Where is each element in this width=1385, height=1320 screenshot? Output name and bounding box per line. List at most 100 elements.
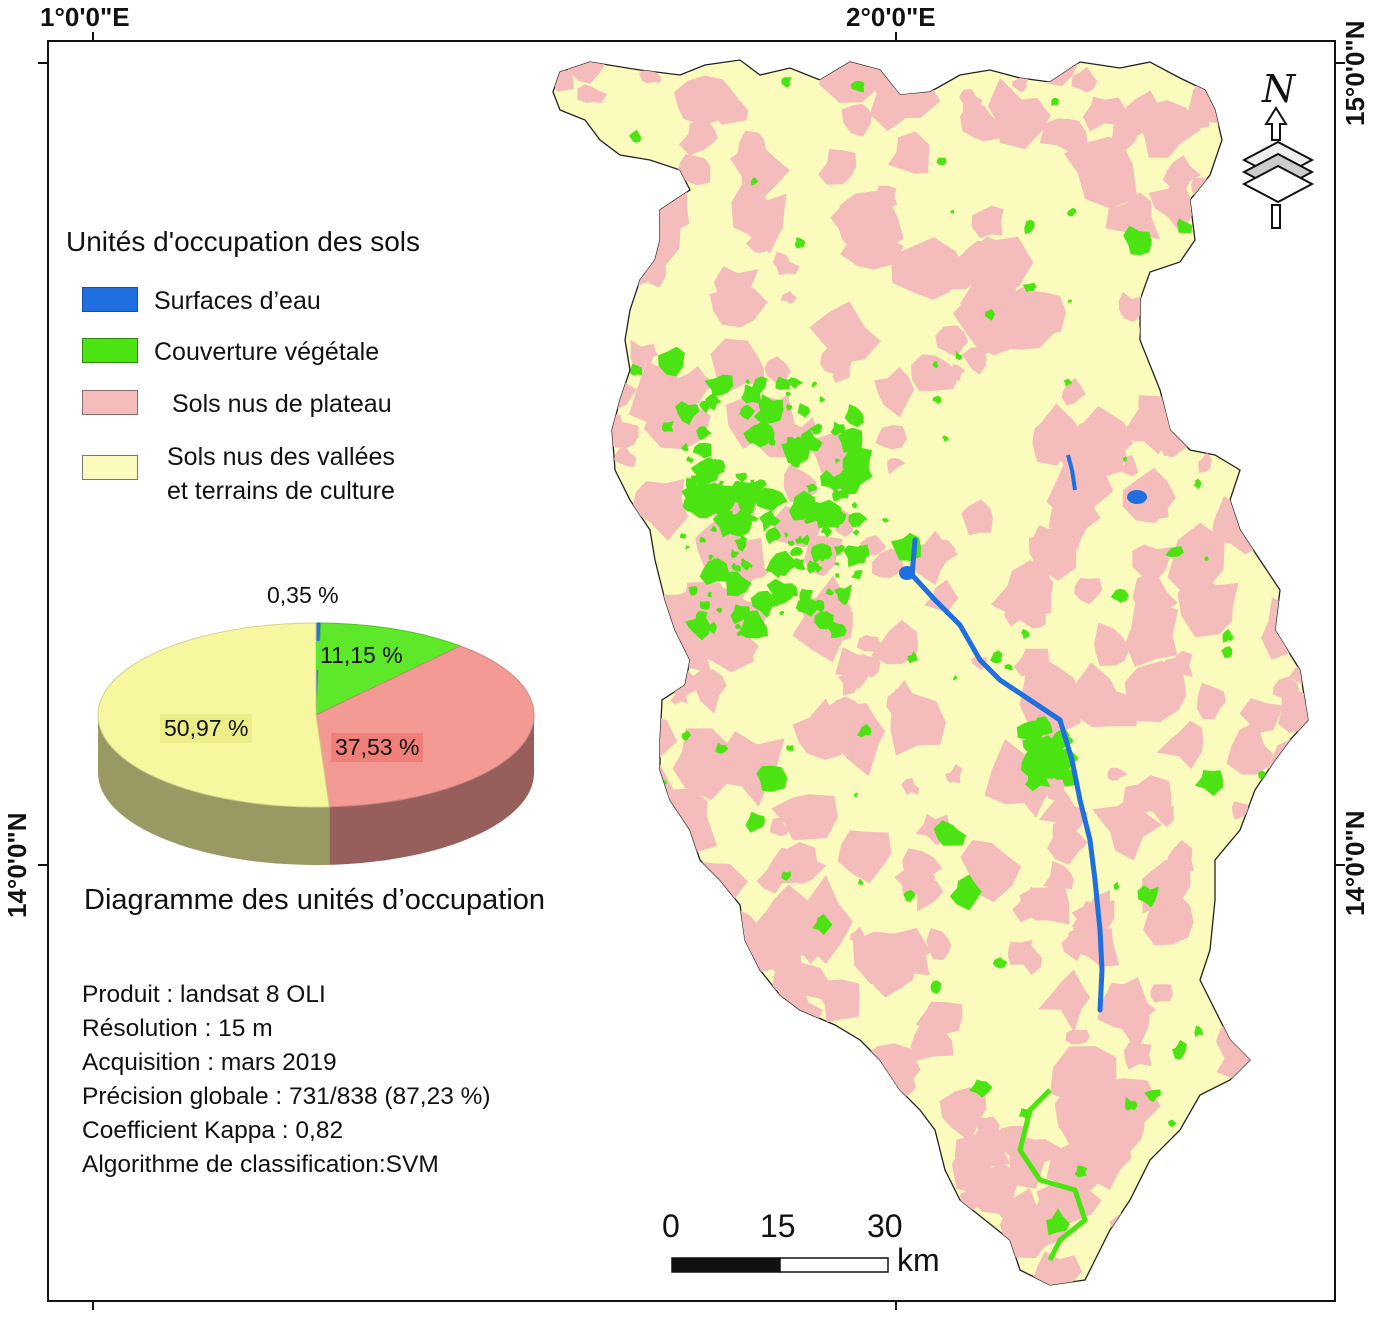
plateau-patch [602,892,632,911]
plateau-patch [1132,100,1201,158]
plateau-patch [571,345,615,391]
vegetation-patch [742,484,756,499]
plateau-patch [907,530,959,586]
vegetation-patch [835,573,840,578]
vegetation-patch [1027,754,1039,768]
plateau-patch [1279,553,1299,577]
plateau-patch [577,84,608,103]
vegetation-patch [699,400,710,414]
plateau-patch [1190,1119,1225,1161]
plateau-patch [607,421,639,448]
plateau-patch [556,404,587,437]
vegetation-patch [708,554,715,560]
vegetation-patch [704,374,734,397]
plateau-patch [596,1140,659,1205]
vegetation-patch [788,584,798,597]
vegetation-patch [936,157,947,166]
vegetation-patch [685,611,711,641]
vegetation-patch [834,562,839,566]
vegetation-patch [1221,646,1233,658]
plateau-patch [990,1188,1060,1233]
plateau-patch [771,794,838,841]
vegetation-patch [735,472,748,483]
plateau-patch [1116,1238,1155,1285]
vegetation-patch [614,884,646,912]
vegetation-patch [815,1061,829,1075]
pie-side-3 [98,715,330,865]
vegetation-patch [685,544,690,550]
plateau-patch [815,1211,840,1235]
vegetation-patch [853,792,858,798]
tick-left-top [38,62,48,64]
plateau-patch [719,623,759,667]
plateau-patch [649,1037,704,1076]
vegetation-patch [969,1079,993,1098]
plateau-patch [834,1076,860,1102]
vegetation-patch [1051,97,1059,107]
plateau-patch [1274,421,1307,455]
plateau-patch [1061,935,1085,962]
scale-bar [671,1257,889,1273]
plateau-patch [939,1087,987,1143]
plateau-patch [1196,682,1226,720]
vegetation-patch [1038,748,1052,763]
plateau-patch [553,600,579,636]
plateau-patch [577,260,622,322]
vegetation-patch [739,404,755,420]
vegetation-patch [1259,1222,1278,1236]
vegetation-patch [852,501,858,509]
vegetation-patch [1192,478,1201,490]
plateau-patch [581,1010,636,1067]
vegetation-patch [738,610,769,639]
plateau-patch [780,291,797,304]
plateau-patch [636,978,672,1019]
plateau-patch [916,878,944,912]
plateau-patch [1269,290,1308,339]
vegetation-patch [984,308,995,321]
scale-label-0: 0 [662,1208,680,1244]
vegetation-patch [900,1148,915,1162]
plateau-patch [968,1163,1021,1215]
map-frame [47,40,1336,1302]
vegetation-patch [788,490,814,521]
plateau-patch [706,933,736,960]
plateau-patch [1031,525,1080,573]
vegetation-patch [836,465,873,495]
plateau-patch [613,447,637,468]
vegetation-patch [696,426,712,440]
plateau-patch [586,863,639,930]
plateau-patch [1151,803,1174,828]
plateau-patch [846,1103,871,1131]
plateau-patch [772,251,800,276]
vegetation-patch [680,533,687,539]
diagram-title: Diagramme des unités d’occupation [84,884,546,916]
vegetation-patch [820,524,832,538]
plateau-patch [1186,1129,1225,1165]
plateau-patch [1238,408,1273,446]
vegetation-patch [826,509,847,522]
meta-resolution: Résolution : 15 m [82,1015,273,1042]
plateau-patch [609,675,645,723]
plateau-patch [1163,650,1193,679]
legend-swatch-vegetation [82,338,138,363]
plateau-patch [1052,406,1134,479]
vegetation-patch [783,532,789,538]
plateau-patch [704,537,765,605]
tick-top-left [92,32,94,42]
legend-label-water: Surfaces d’eau [154,287,321,315]
plateau-patch [553,147,603,227]
vegetation-patch [795,599,807,613]
plateau-patch [560,241,609,281]
vegetation-patch [1024,219,1035,235]
plateau-patch [713,266,759,312]
plateau-patch [569,858,626,911]
vegetation-patch [751,376,767,394]
plateau-patch [974,1116,1000,1141]
plateau-patch [892,380,907,398]
plateau-patch [1251,347,1308,409]
plateau-patch [630,339,657,373]
vegetation-patch [740,557,746,563]
plateau-patch [557,60,605,84]
plateau-patch [960,269,1018,326]
plateau-patch [640,1047,675,1082]
